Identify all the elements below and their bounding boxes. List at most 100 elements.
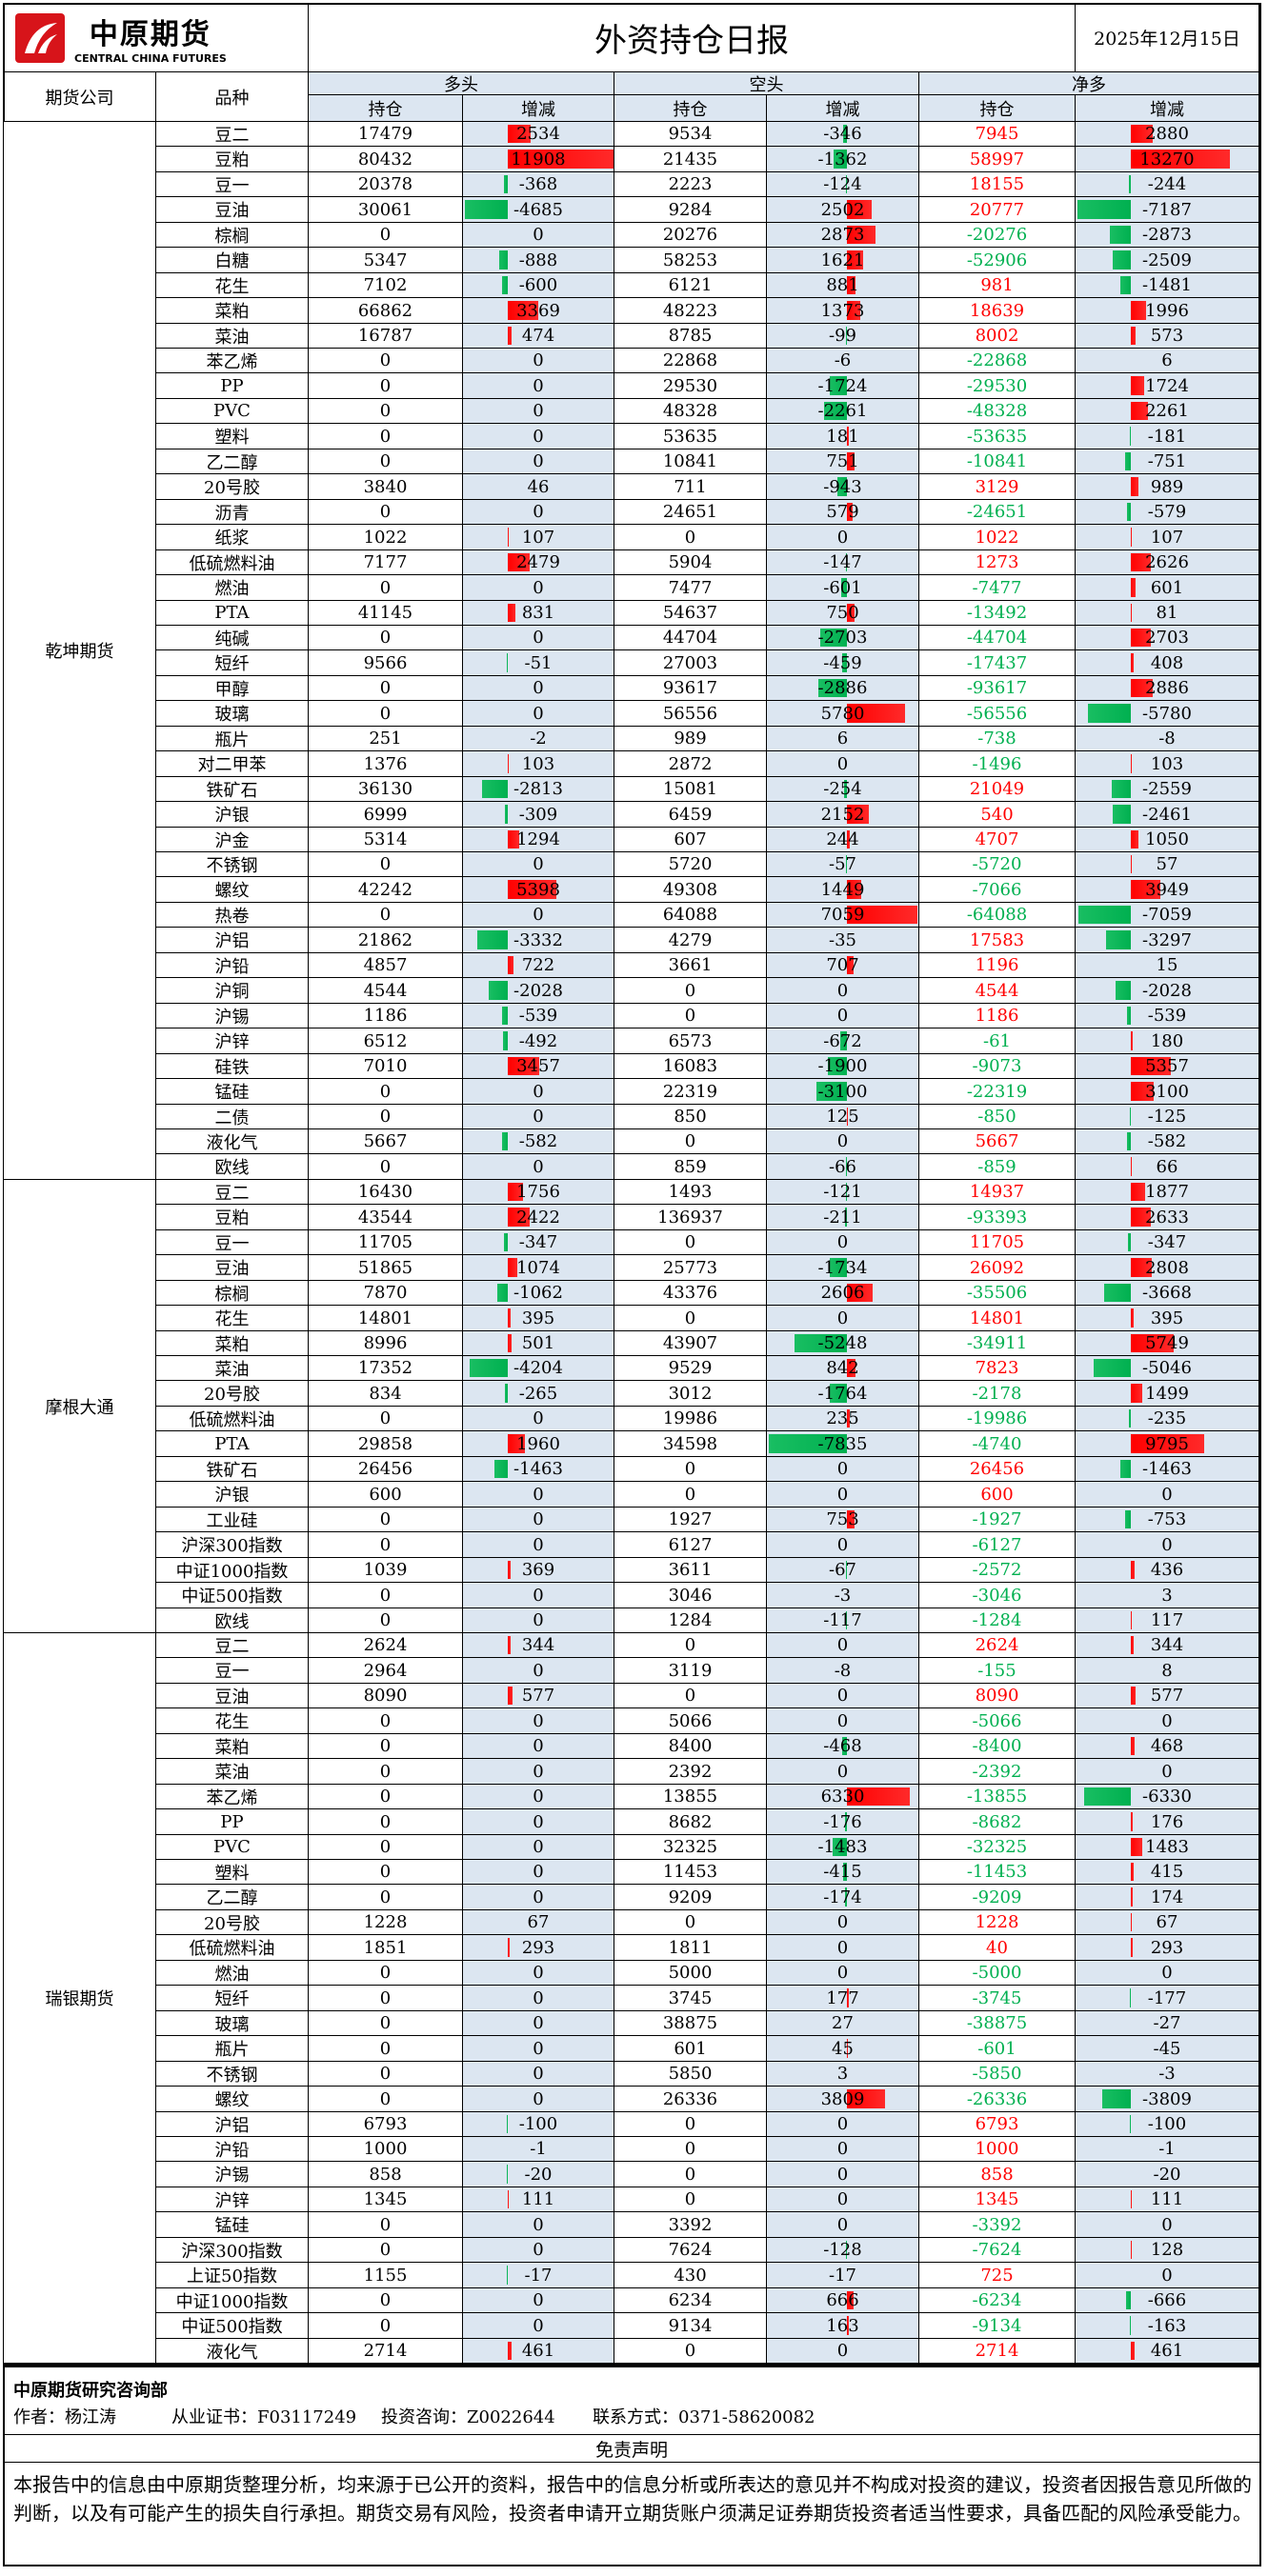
value: 1074 <box>516 1257 560 1278</box>
position-cell: -7624 <box>919 2238 1076 2263</box>
value: 0 <box>533 1408 544 1428</box>
variety: PP <box>156 373 309 399</box>
value: 0 <box>379 1862 392 1882</box>
position-cell: 1273 <box>919 550 1076 575</box>
position-cell: 0 <box>309 1407 463 1431</box>
variety: 热卷 <box>156 903 309 928</box>
value: 67 <box>1156 1912 1178 1932</box>
change-cell: -3100 <box>767 1079 919 1105</box>
value: 0 <box>1161 1484 1173 1505</box>
value: 3661 <box>668 955 713 975</box>
bar-negative <box>1126 503 1132 521</box>
value: 0 <box>533 1585 544 1606</box>
value: 3457 <box>516 1056 560 1076</box>
change-cell: -4204 <box>463 1356 614 1381</box>
position-cell: 5720 <box>614 852 767 877</box>
value: 93617 <box>662 678 718 698</box>
variety: 欧线 <box>156 1154 309 1180</box>
value: -163 <box>1147 2315 1187 2336</box>
change-cell: 0 <box>463 1885 614 1910</box>
value: 41145 <box>357 603 413 623</box>
variety: 沪银 <box>156 1482 309 1508</box>
value: -125 <box>1147 1107 1187 1127</box>
change-cell: 2880 <box>1076 122 1259 147</box>
value: 981 <box>980 275 1014 295</box>
bar-positive <box>1131 1057 1172 1075</box>
value: 20777 <box>969 199 1025 220</box>
bar-negative <box>499 250 508 270</box>
change-cell: -582 <box>463 1129 614 1154</box>
value: 831 <box>521 603 555 623</box>
variety: 中证1000指数 <box>156 1558 309 1583</box>
value: 0 <box>533 703 544 724</box>
value: -9073 <box>972 1056 1022 1076</box>
position-cell: 0 <box>309 424 463 449</box>
value: -1481 <box>1142 275 1192 295</box>
position-cell: 3661 <box>614 953 767 978</box>
value: 5066 <box>668 1710 713 1731</box>
change-cell: 107 <box>1076 525 1259 550</box>
bar-negative <box>1126 1132 1132 1150</box>
variety: 豆粕 <box>156 1205 309 1230</box>
bar-negative <box>504 805 508 824</box>
variety: 20号胶 <box>156 474 309 500</box>
value: -177 <box>1147 1987 1187 2008</box>
change-cell: 0 <box>1076 1759 1259 1785</box>
variety: 豆一 <box>156 1230 309 1255</box>
value: 128 <box>1150 2240 1184 2260</box>
position-cell: -7066 <box>919 877 1076 903</box>
change-cell: 46 <box>463 474 614 500</box>
value: 3369 <box>516 300 560 321</box>
variety: 沪银 <box>156 802 309 828</box>
change-cell: -1463 <box>1076 1457 1259 1482</box>
value: 6793 <box>975 2114 1019 2134</box>
change-cell: 103 <box>463 751 614 777</box>
change-cell: 0 <box>463 1961 614 1986</box>
variety: 棕榈 <box>156 223 309 248</box>
value: 0 <box>836 2114 849 2134</box>
change-cell: 0 <box>463 1583 614 1608</box>
value: 0 <box>1161 2265 1173 2286</box>
position-cell: 0 <box>614 2137 767 2162</box>
value: 0 <box>836 1710 849 1731</box>
change-cell: 0 <box>463 1986 614 2011</box>
change-cell: -539 <box>463 1004 614 1028</box>
bar-negative <box>1129 1988 1132 2007</box>
change-cell: 0 <box>463 1759 614 1785</box>
value: 11453 <box>662 1862 718 1882</box>
position-cell: 3046 <box>614 1583 767 1608</box>
bar-positive <box>1131 327 1136 345</box>
change-cell: 751 <box>767 449 919 474</box>
value: 13855 <box>662 1787 718 1807</box>
change-cell: -177 <box>1076 1986 1259 2011</box>
change-cell: -20 <box>463 2162 614 2187</box>
position-cell: 49308 <box>614 877 767 903</box>
change-cell: -57 <box>767 852 919 877</box>
value: 293 <box>1150 1937 1184 1958</box>
value: 3745 <box>668 1987 713 2008</box>
variety: 豆二 <box>156 122 309 147</box>
position-cell: 5066 <box>614 1708 767 1734</box>
change-cell: -7835 <box>767 1431 919 1457</box>
change-cell: 3100 <box>1076 1079 1259 1105</box>
change-cell: 5780 <box>767 701 919 727</box>
value: 2261 <box>1145 401 1189 421</box>
value: 0 <box>379 577 392 598</box>
change-cell: 2626 <box>1076 550 1259 575</box>
change-cell: 0 <box>463 1407 614 1431</box>
value: 1273 <box>975 552 1019 572</box>
value: 0 <box>684 980 696 1001</box>
position-cell: 9209 <box>614 1885 767 1910</box>
value: -155 <box>977 1660 1016 1681</box>
value: 8090 <box>363 1686 408 1706</box>
position-cell: 0 <box>309 2288 463 2313</box>
change-cell: -254 <box>767 777 919 802</box>
bar-negative <box>1128 1233 1132 1251</box>
value: -7066 <box>972 879 1022 900</box>
position-cell: -7477 <box>919 575 1076 601</box>
bar-positive <box>1131 1863 1135 1881</box>
variety: 菜粕 <box>156 298 309 324</box>
value: 1186 <box>975 1006 1019 1026</box>
position-cell: 0 <box>614 1910 767 1935</box>
value: -29530 <box>966 375 1028 396</box>
